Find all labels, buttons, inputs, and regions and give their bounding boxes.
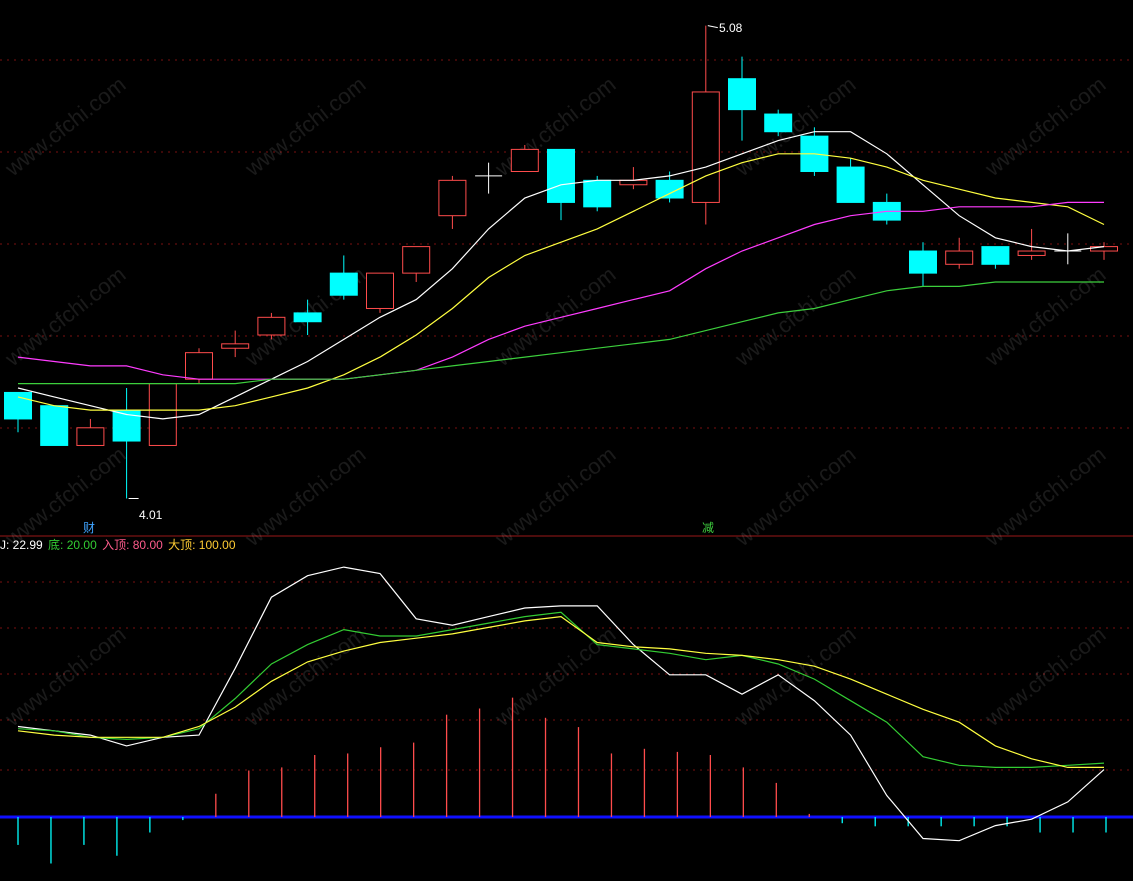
candle-up — [438, 179, 467, 217]
watermark-text: www.cfchi.com — [240, 442, 371, 552]
event-marker-cai[interactable]: 财 — [83, 521, 95, 535]
kdj-line-kdj_k — [17, 611, 1105, 769]
kdj-legend: J: 22.99 底: 20.00 入顶: 80.00 大顶: 100.00 — [0, 537, 238, 553]
event-marker-jian[interactable]: 减 — [702, 521, 714, 535]
legend-bottom: 底: 20.00 — [48, 538, 97, 552]
watermark-text: www.cfchi.com — [980, 72, 1111, 182]
candle-down — [329, 272, 358, 296]
watermark-text: www.cfchi.com — [0, 442, 130, 552]
watermark-text: www.cfchi.com — [730, 622, 861, 732]
candle-up — [148, 383, 177, 446]
candle-down — [909, 250, 937, 274]
kdj-line-kdj_d — [17, 615, 1104, 769]
legend-big-top: 大顶: 100.00 — [168, 538, 236, 552]
candle-up — [185, 352, 213, 380]
watermark-text: www.cfchi.com — [240, 622, 371, 732]
watermark-text: www.cfchi.com — [240, 72, 371, 182]
watermark-text: www.cfchi.com — [980, 442, 1111, 552]
watermark-text: www.cfchi.com — [490, 262, 621, 372]
watermark-text: www.cfchi.com — [490, 442, 621, 552]
high-pointer — [707, 25, 718, 29]
kdj-indicator — [0, 566, 1133, 864]
candlestick-series — [4, 25, 1118, 499]
ma-line-ma_white — [17, 131, 1105, 420]
watermark-text: www.cfchi.com — [0, 262, 130, 372]
candle-down — [836, 166, 865, 203]
candle-up — [76, 427, 105, 446]
candle-down — [583, 179, 612, 208]
candle-down — [764, 113, 793, 133]
high-price-label: 5.08 — [719, 21, 743, 35]
candle-down — [547, 148, 575, 203]
candle-up — [619, 179, 648, 186]
moving-average-lines — [17, 131, 1105, 420]
candle-down — [40, 405, 69, 446]
candle-down — [728, 78, 756, 111]
candle-up — [257, 316, 286, 336]
candle-down — [655, 179, 684, 199]
candle-up — [221, 343, 250, 349]
candle-down — [981, 246, 1010, 265]
watermark-text: www.cfchi.com — [0, 622, 130, 732]
candle-up — [945, 250, 974, 265]
candle-up — [510, 148, 539, 172]
watermark-text: www.cfchi.com — [730, 442, 861, 552]
kdj-line-kdj_j — [17, 566, 1105, 842]
ma-line-ma_yellow — [17, 153, 1105, 411]
ma-line-ma_magenta — [17, 201, 1104, 380]
ma-line-ma_green — [18, 281, 1104, 385]
legend-j: J: 22.99 — [0, 538, 43, 552]
candle-up — [691, 91, 720, 203]
watermark-text: www.cfchi.com — [730, 262, 861, 372]
watermark-text: www.cfchi.com — [0, 72, 130, 182]
legend-entry-top: 入顶: 80.00 — [102, 538, 163, 552]
candle-up — [402, 246, 431, 274]
watermark-text: www.cfchi.com — [980, 622, 1111, 732]
candle-down — [293, 312, 322, 323]
watermark-text: www.cfchi.com — [490, 622, 621, 732]
grid-lines — [0, 59, 1133, 771]
candle-down — [4, 391, 32, 420]
candle-up — [366, 272, 394, 309]
watermark-text: www.cfchi.com — [980, 262, 1111, 372]
low-price-label: 4.01 — [139, 508, 163, 522]
candle-up — [1017, 250, 1046, 256]
